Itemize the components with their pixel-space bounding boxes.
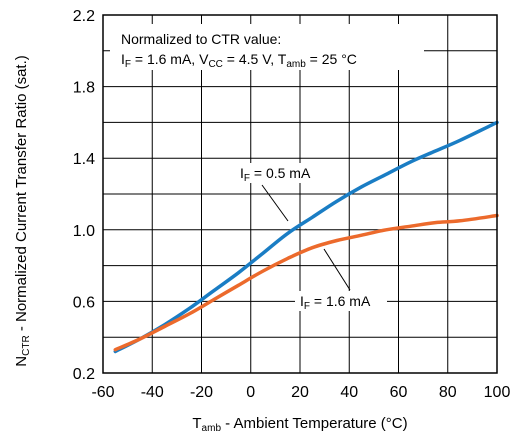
series-label-bg-0 <box>237 163 329 183</box>
y-tick-label: 1.4 <box>73 151 95 168</box>
x-tick-label: 100 <box>484 384 511 401</box>
y-tick-label: 1.8 <box>73 80 95 97</box>
x-axis-label: Tamb - Ambient Temperature (°C) <box>192 415 407 433</box>
x-tick-label: 0 <box>246 384 255 401</box>
series-line-1 <box>113 213 499 352</box>
series-line-0 <box>113 120 499 354</box>
y-axis-label: NCTR - Normalized Current Transfer Ratio… <box>13 55 32 366</box>
y-tick-label: 0.6 <box>73 294 95 311</box>
series-leader-0 <box>261 184 289 222</box>
y-tick-label: 2.2 <box>73 8 95 25</box>
note-line-1: Normalized to CTR value: <box>121 31 281 47</box>
x-tick-label: 40 <box>340 384 358 401</box>
x-tick-label: 60 <box>390 384 408 401</box>
series-label-0: IF = 0.5 mA <box>240 165 311 184</box>
note-line-2: IF = 1.6 mA, VCC = 4.5 V, Tamb = 25 °C <box>121 51 357 70</box>
x-tick-label: -20 <box>190 384 213 401</box>
series-label-1: IF = 1.6 mA <box>300 293 371 312</box>
x-tick-label: 80 <box>439 384 457 401</box>
x-tick-label: -60 <box>91 384 114 401</box>
y-tick-label: 1.0 <box>73 223 95 240</box>
note-box <box>110 24 424 70</box>
series-leader-1 <box>323 248 351 291</box>
plot-frame <box>102 14 498 374</box>
x-tick-label: -40 <box>141 384 164 401</box>
series-label-bg-1 <box>295 291 387 311</box>
series-group <box>113 120 499 354</box>
x-tick-label: 20 <box>291 384 309 401</box>
ticks: -60 -40 -20 0 20 40 60 80 100 0.2 0.6 1.0 1.4 1.8 2.2 <box>73 8 511 401</box>
y-tick-label: 0.2 <box>73 366 95 383</box>
